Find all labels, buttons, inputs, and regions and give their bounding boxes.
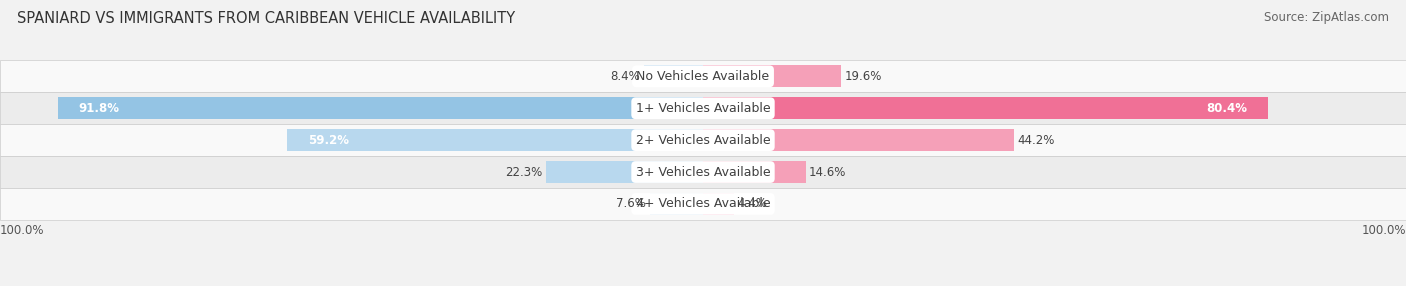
Text: 8.4%: 8.4% bbox=[610, 70, 641, 83]
Text: 7.6%: 7.6% bbox=[616, 197, 647, 210]
Bar bbox=[0, 188, 1406, 220]
Bar bbox=[703, 193, 734, 215]
Bar bbox=[650, 193, 703, 215]
Bar bbox=[703, 129, 1014, 151]
Text: Source: ZipAtlas.com: Source: ZipAtlas.com bbox=[1264, 11, 1389, 24]
Bar bbox=[703, 161, 806, 183]
Bar bbox=[0, 124, 1406, 156]
Text: 100.0%: 100.0% bbox=[1361, 224, 1406, 237]
Text: 100.0%: 100.0% bbox=[0, 224, 45, 237]
Bar bbox=[287, 129, 703, 151]
Bar bbox=[58, 98, 703, 119]
Bar bbox=[644, 65, 703, 87]
Text: 59.2%: 59.2% bbox=[308, 134, 349, 147]
Text: 3+ Vehicles Available: 3+ Vehicles Available bbox=[636, 166, 770, 178]
Text: No Vehicles Available: No Vehicles Available bbox=[637, 70, 769, 83]
Text: 22.3%: 22.3% bbox=[506, 166, 543, 178]
Bar bbox=[703, 65, 841, 87]
Text: 4+ Vehicles Available: 4+ Vehicles Available bbox=[636, 197, 770, 210]
Text: 44.2%: 44.2% bbox=[1018, 134, 1054, 147]
Text: 19.6%: 19.6% bbox=[844, 70, 882, 83]
Bar bbox=[0, 156, 1406, 188]
Bar bbox=[703, 98, 1268, 119]
Text: SPANIARD VS IMMIGRANTS FROM CARIBBEAN VEHICLE AVAILABILITY: SPANIARD VS IMMIGRANTS FROM CARIBBEAN VE… bbox=[17, 11, 515, 26]
Text: 80.4%: 80.4% bbox=[1206, 102, 1247, 115]
Bar bbox=[0, 92, 1406, 124]
Text: 2+ Vehicles Available: 2+ Vehicles Available bbox=[636, 134, 770, 147]
Text: 4.4%: 4.4% bbox=[738, 197, 768, 210]
Text: 14.6%: 14.6% bbox=[810, 166, 846, 178]
Text: 1+ Vehicles Available: 1+ Vehicles Available bbox=[636, 102, 770, 115]
Text: 91.8%: 91.8% bbox=[79, 102, 120, 115]
Bar bbox=[546, 161, 703, 183]
Bar bbox=[0, 60, 1406, 92]
